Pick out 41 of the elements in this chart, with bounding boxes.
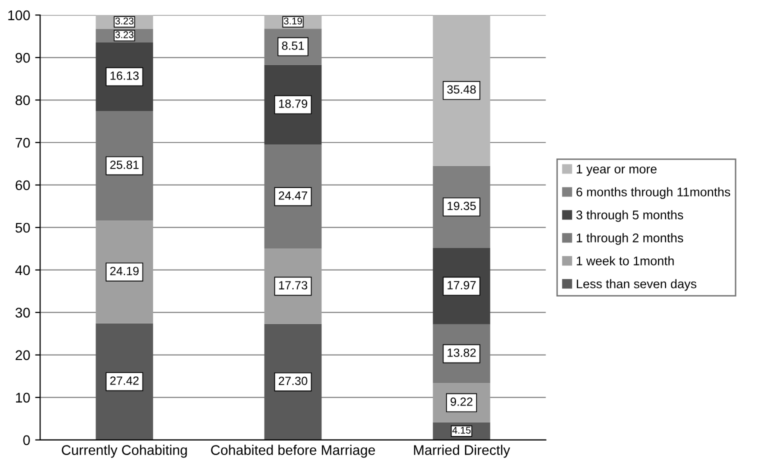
bar (96, 323, 154, 440)
data-label: 17.73 (279, 281, 308, 290)
bar (432, 15, 490, 166)
legend-label: 1 week to 1month (576, 256, 674, 266)
data-label: 3.23 (115, 18, 134, 24)
data-label: 18.79 (279, 100, 308, 108)
data-label: 13.82 (448, 348, 476, 357)
data-label: 17.97 (448, 281, 476, 290)
data-label: 24.19 (110, 266, 139, 276)
data-label: 4.15 (452, 426, 471, 434)
y-tick-label: 90 (16, 52, 30, 63)
data-label: 3.19 (284, 18, 302, 24)
legend-label: 6 months through 11months (576, 187, 730, 199)
y-tick-label: 40 (15, 265, 30, 276)
legend-label: 3 through 5 months (576, 210, 684, 222)
legend-label: 1 year or more (576, 164, 657, 176)
bar (264, 324, 322, 440)
y-tick-label: 50 (16, 222, 30, 233)
y-tick-label: 10 (16, 392, 30, 403)
data-label: 19.35 (448, 202, 476, 210)
y-tick-label: 20 (16, 350, 30, 360)
data-label: 16.13 (110, 72, 139, 80)
data-label: 25.81 (110, 160, 139, 169)
x-tick-label: Cohabited before Marriage (211, 444, 375, 458)
x-tick-label: Currently Cohabiting (62, 444, 187, 458)
x-tick-label: Married Directly (414, 444, 510, 458)
data-label: 3.23 (115, 31, 134, 38)
y-tick-label: 30 (16, 308, 30, 318)
data-label: 8.51 (282, 42, 304, 50)
y-tick-label: 70 (16, 138, 30, 148)
y-tick-label: 0 (23, 435, 30, 446)
y-tick-label: 80 (16, 95, 30, 106)
data-label: 27.30 (278, 376, 308, 386)
y-tick-label: 60 (16, 180, 30, 190)
data-label: 24.47 (278, 191, 308, 200)
data-label: 9.22 (450, 398, 472, 406)
legend-label: Less than seven days (576, 279, 696, 291)
data-label: 35.48 (447, 85, 476, 94)
legend-label: 1 through 2 months (576, 233, 684, 245)
y-tick-label: 100 (8, 10, 30, 20)
data-label: 27.42 (110, 376, 139, 385)
